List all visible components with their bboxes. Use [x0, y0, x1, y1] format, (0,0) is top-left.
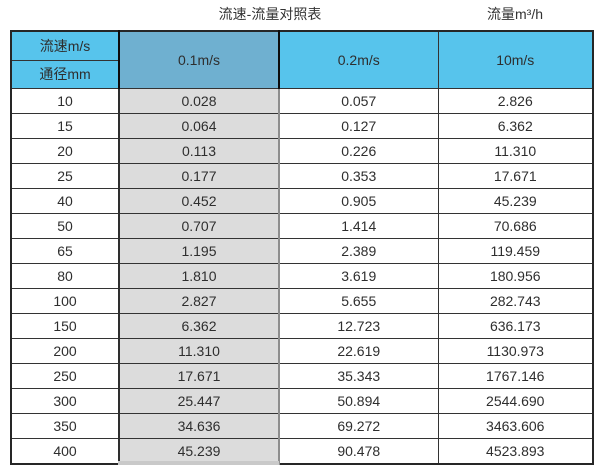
table-row: 40 0.452 0.905 45.239 [10, 188, 594, 214]
flow-value-cell: 0.177 [118, 163, 280, 189]
table-row: 80 1.810 3.619 180.956 [10, 263, 594, 289]
flow-value-cell: 0.057 [278, 88, 439, 114]
flow-value-cell: 0.452 [118, 188, 280, 214]
flow-value-cell: 0.127 [278, 113, 439, 139]
header-row-bottom: 通径mm [10, 59, 593, 89]
table-row: 200 11.310 22.619 1130.973 [10, 338, 594, 364]
flow-value-cell: 90.478 [278, 438, 439, 465]
flow-value-cell: 6.362 [437, 113, 594, 139]
flow-value-cell: 22.619 [278, 338, 439, 364]
flow-value-cell: 11.310 [118, 338, 280, 364]
flow-value-cell: 119.459 [437, 238, 594, 264]
column-header-10ms: 10m/s [437, 30, 594, 89]
table-row: 400 45.239 90.478 4523.893 [10, 438, 594, 465]
table-row: 100 2.827 5.655 282.743 [10, 288, 594, 314]
flow-value-cell: 12.723 [278, 313, 439, 339]
flow-value-cell: 0.064 [118, 113, 280, 139]
diameter-cell: 250 [10, 363, 120, 389]
diameter-cell: 25 [10, 163, 120, 189]
flow-value-cell: 180.956 [437, 263, 594, 289]
flow-value-cell: 1.414 [278, 213, 439, 239]
diameter-cell: 40 [10, 188, 120, 214]
flow-value-cell: 1.810 [118, 263, 280, 289]
flow-value-cell: 2.389 [278, 238, 439, 264]
table-row: 25 0.177 0.353 17.671 [10, 163, 594, 189]
flow-value-cell: 2544.690 [437, 388, 594, 414]
table-title: 流速-流量对照表 [218, 6, 322, 22]
flow-value-cell: 45.239 [437, 188, 594, 214]
flow-value-cell: 69.272 [278, 413, 439, 439]
diameter-cell: 400 [10, 438, 120, 465]
diameter-cell: 65 [10, 238, 120, 264]
flow-table: 流速m/s 0.1m/s 0.2m/s 10m/s 通径mm 10 0.028 0.… [10, 30, 594, 465]
flow-value-cell: 70.686 [437, 213, 594, 239]
table-row: 15 0.064 0.127 6.362 [10, 113, 594, 139]
table-row: 150 6.362 12.723 636.173 [10, 313, 594, 339]
table-row: 20 0.113 0.226 11.310 [10, 138, 594, 164]
diameter-cell: 150 [10, 313, 120, 339]
flow-value-cell: 2.827 [118, 288, 280, 314]
flow-value-cell: 3.619 [278, 263, 439, 289]
diameter-cell: 300 [10, 388, 120, 414]
flow-value-cell: 25.447 [118, 388, 280, 414]
flow-value-cell: 0.353 [278, 163, 439, 189]
flow-value-cell: 35.343 [278, 363, 439, 389]
flow-value-cell: 0.905 [278, 188, 439, 214]
flow-value-cell: 5.655 [278, 288, 439, 314]
column-header-0-1ms: 0.1m/s [118, 30, 280, 89]
corner-velocity-label: 流速m/s [10, 30, 120, 61]
flow-value-cell: 6.362 [118, 313, 280, 339]
flow-value-cell: 0.113 [118, 138, 280, 164]
table-row: 10 0.028 0.057 2.826 [10, 88, 594, 114]
diameter-cell: 80 [10, 263, 120, 289]
diameter-cell: 200 [10, 338, 120, 364]
table-row: 65 1.195 2.389 119.459 [10, 238, 594, 264]
flow-value-cell: 2.826 [437, 88, 594, 114]
flow-value-cell: 17.671 [118, 363, 280, 389]
flow-value-cell: 1.195 [118, 238, 280, 264]
table-row: 50 0.707 1.414 70.686 [10, 213, 594, 239]
flow-value-cell: 0.226 [278, 138, 439, 164]
flow-value-cell: 1767.146 [437, 363, 594, 389]
flow-value-cell: 50.894 [278, 388, 439, 414]
table-body: 10 0.028 0.057 2.826 15 0.064 0.127 6.362 20 0.11… [10, 88, 594, 465]
flow-value-cell: 282.743 [437, 288, 594, 314]
diameter-cell: 10 [10, 88, 120, 114]
table-row: 350 34.636 69.272 3463.606 [10, 413, 594, 439]
table-row: 300 25.447 50.894 2544.690 [10, 388, 594, 414]
flow-value-cell: 636.173 [437, 313, 594, 339]
diameter-cell: 50 [10, 213, 120, 239]
column-header-0-2ms: 0.2m/s [278, 30, 439, 89]
diameter-cell: 20 [10, 138, 120, 164]
table-row: 250 17.671 35.343 1767.146 [10, 363, 594, 389]
flow-value-cell: 3463.606 [437, 413, 594, 439]
flow-value-cell: 1130.973 [437, 338, 594, 364]
flow-value-cell: 0.028 [118, 88, 280, 114]
velocity-flow-table: 流速m/s 0.1m/s 0.2m/s 10m/s 通径mm 10 0.028 0.… [10, 30, 594, 465]
diameter-cell: 100 [10, 288, 120, 314]
flow-unit-label: 流量m³/h [487, 6, 543, 22]
diameter-cell: 15 [10, 113, 120, 139]
flow-value-cell: 11.310 [437, 138, 594, 164]
flow-value-cell: 17.671 [437, 163, 594, 189]
flow-value-cell: 4523.893 [437, 438, 594, 465]
flow-value-cell: 34.636 [118, 413, 280, 439]
corner-diameter-label: 通径mm [10, 59, 120, 89]
flow-value-cell: 0.707 [118, 213, 280, 239]
header-row-top: 流速m/s 0.1m/s 0.2m/s 10m/s [10, 30, 594, 89]
diameter-cell: 350 [10, 413, 120, 439]
highlight-column-bottom-strip [118, 461, 279, 465]
